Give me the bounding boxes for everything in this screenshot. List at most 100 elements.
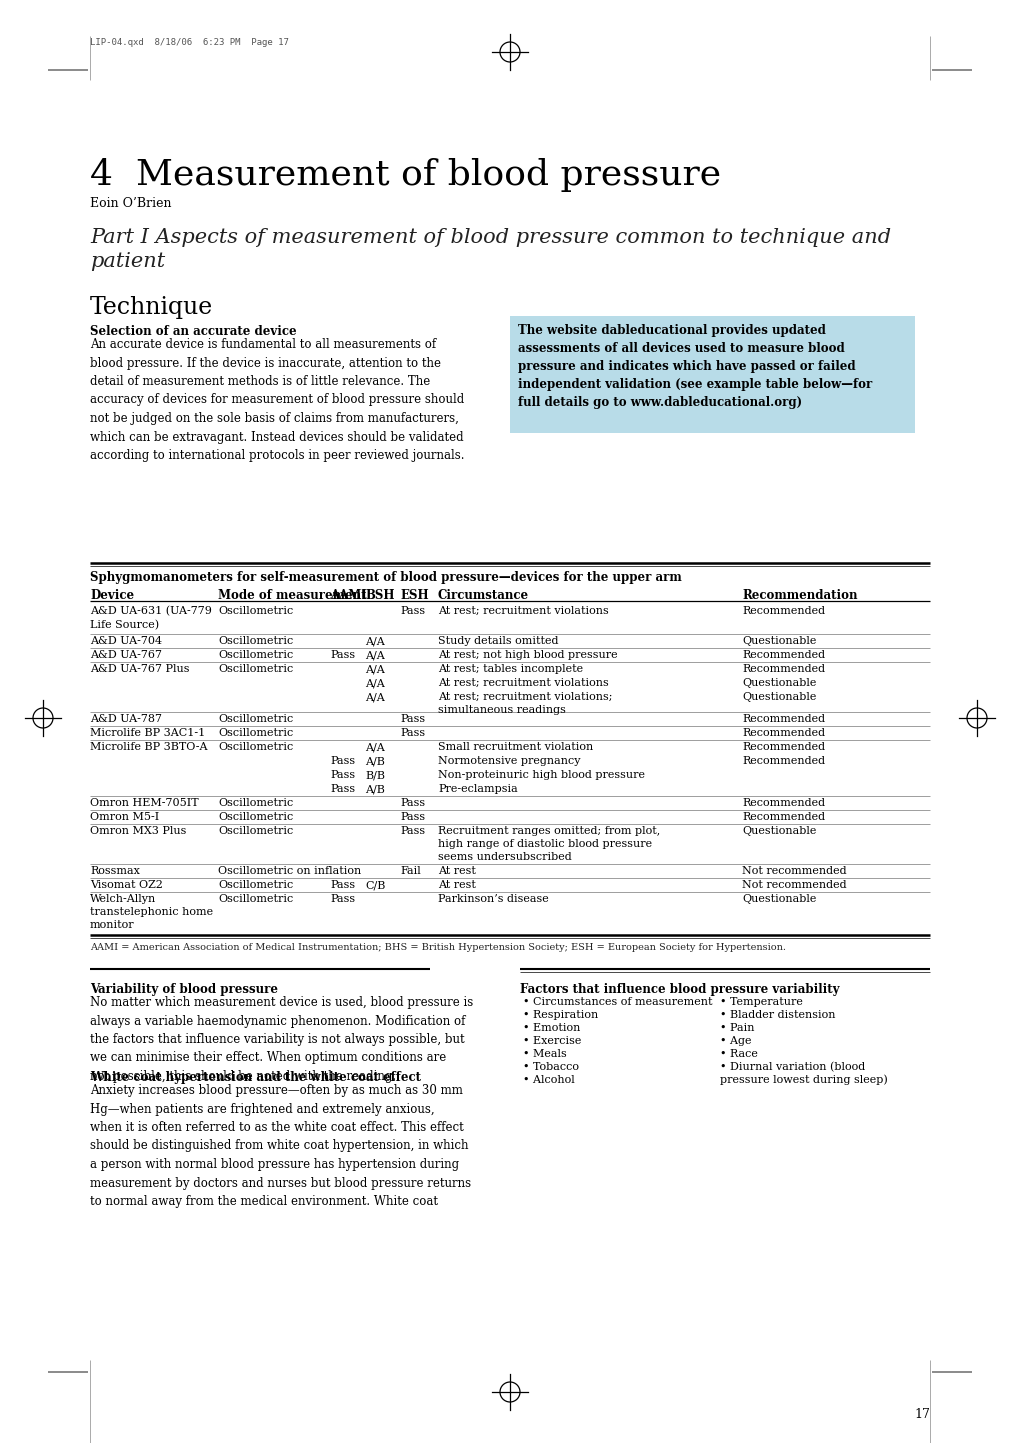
Text: Recruitment ranges omitted; from plot,
high range of diastolic blood pressure
se: Recruitment ranges omitted; from plot, h… [437, 825, 659, 861]
Text: • Respiration: • Respiration [523, 1010, 598, 1020]
Text: Pass: Pass [330, 771, 355, 781]
Text: • Race: • Race [719, 1049, 757, 1059]
Text: Recommended: Recommended [741, 664, 824, 674]
Text: • Exercise: • Exercise [523, 1036, 581, 1046]
Bar [510, 316, 914, 433]
Text: A/A: A/A [365, 664, 384, 674]
Text: Oscillometric: Oscillometric [218, 606, 293, 616]
Text: A/A: A/A [365, 678, 384, 688]
Text: Oscillometric: Oscillometric [218, 742, 293, 752]
Text: At rest; recruitment violations: At rest; recruitment violations [437, 678, 608, 688]
Text: Questionable: Questionable [741, 636, 815, 646]
Text: A&D UA-767: A&D UA-767 [90, 649, 162, 659]
Text: Oscillometric: Oscillometric [218, 649, 293, 659]
Text: A&D UA-787: A&D UA-787 [90, 714, 162, 724]
Text: • Diurnal variation (blood
pressure lowest during sleep): • Diurnal variation (blood pressure lowe… [719, 1062, 887, 1085]
Text: Pass: Pass [330, 895, 355, 903]
Text: • Temperature: • Temperature [719, 997, 802, 1007]
Text: Recommended: Recommended [741, 812, 824, 823]
Text: Pass: Pass [330, 784, 355, 794]
Text: AAMI: AAMI [330, 589, 367, 602]
Text: 4  Measurement of blood pressure: 4 Measurement of blood pressure [90, 157, 720, 192]
Text: Questionable: Questionable [741, 825, 815, 835]
Text: • Age: • Age [719, 1036, 751, 1046]
Text: A/B: A/B [365, 784, 384, 794]
Text: Oscillometric: Oscillometric [218, 895, 293, 903]
Text: Not recommended: Not recommended [741, 866, 846, 876]
Text: At rest; recruitment violations: At rest; recruitment violations [437, 606, 608, 616]
Text: Recommended: Recommended [741, 756, 824, 766]
Text: Mode of measurement: Mode of measurement [218, 589, 366, 602]
Text: Questionable: Questionable [741, 693, 815, 701]
Text: 17: 17 [913, 1408, 929, 1421]
Text: Recommended: Recommended [741, 729, 824, 737]
Text: Pass: Pass [399, 729, 425, 737]
Text: Technique: Technique [90, 296, 213, 319]
Text: White coat hypertension and the white coat effect: White coat hypertension and the white co… [90, 1071, 421, 1084]
Text: Recommended: Recommended [741, 606, 824, 616]
Text: Recommended: Recommended [741, 798, 824, 808]
Text: Variability of blood pressure: Variability of blood pressure [90, 983, 278, 996]
Text: Questionable: Questionable [741, 895, 815, 903]
Text: Pass: Pass [399, 798, 425, 808]
Text: • Tobacco: • Tobacco [523, 1062, 579, 1072]
Text: Pass: Pass [399, 714, 425, 724]
Text: Study details omitted: Study details omitted [437, 636, 558, 646]
Text: Not recommended: Not recommended [741, 880, 846, 890]
Text: Oscillometric: Oscillometric [218, 729, 293, 737]
Text: No matter which measurement device is used, blood pressure is
always a variable : No matter which measurement device is us… [90, 996, 473, 1084]
Text: A/B: A/B [365, 756, 384, 766]
Text: Oscillometric: Oscillometric [218, 714, 293, 724]
Text: Oscillometric: Oscillometric [218, 812, 293, 823]
Text: Anxiety increases blood pressure—often by as much as 30 mm
Hg—when patients are : Anxiety increases blood pressure—often b… [90, 1084, 471, 1208]
Text: • Circumstances of measurement: • Circumstances of measurement [523, 997, 712, 1007]
Text: Fail: Fail [399, 866, 421, 876]
Text: AAMI = American Association of Medical Instrumentation; BHS = British Hypertensi: AAMI = American Association of Medical I… [90, 942, 786, 952]
Text: A&D UA-704: A&D UA-704 [90, 636, 162, 646]
Text: • Meals: • Meals [523, 1049, 567, 1059]
Text: Pass: Pass [330, 756, 355, 766]
Text: Normotensive pregnancy: Normotensive pregnancy [437, 756, 580, 766]
Text: Sphygmomanometers for self-measurement of blood pressure—devices for the upper a: Sphygmomanometers for self-measurement o… [90, 571, 681, 584]
Text: Pre-eclampsia: Pre-eclampsia [437, 784, 518, 794]
Text: C/B: C/B [365, 880, 385, 890]
Text: BSH: BSH [365, 589, 394, 602]
Text: Omron HEM-705IT: Omron HEM-705IT [90, 798, 199, 808]
Text: Non-proteinuric high blood pressure: Non-proteinuric high blood pressure [437, 771, 644, 781]
Text: Small recruitment violation: Small recruitment violation [437, 742, 593, 752]
Text: • Alcohol: • Alcohol [523, 1075, 574, 1085]
Text: A&D UA-767 Plus: A&D UA-767 Plus [90, 664, 190, 674]
Text: Microlife BP 3BTO-A: Microlife BP 3BTO-A [90, 742, 207, 752]
Text: Eoin O’Brien: Eoin O’Brien [90, 198, 171, 211]
Text: Pass: Pass [399, 825, 425, 835]
Text: Questionable: Questionable [741, 678, 815, 688]
Text: Rossmax: Rossmax [90, 866, 140, 876]
Text: Pass: Pass [399, 606, 425, 616]
Text: ESH: ESH [399, 589, 428, 602]
Text: A/A: A/A [365, 636, 384, 646]
Text: Oscillometric: Oscillometric [218, 636, 293, 646]
Text: At rest; not high blood pressure: At rest; not high blood pressure [437, 649, 618, 659]
Text: Pass: Pass [330, 880, 355, 890]
Text: At rest; recruitment violations;
simultaneous readings: At rest; recruitment violations; simulta… [437, 693, 611, 716]
Text: Microlife BP 3AC1-1: Microlife BP 3AC1-1 [90, 729, 205, 737]
Text: B/B: B/B [365, 771, 384, 781]
Text: Pass: Pass [330, 649, 355, 659]
Text: LIP-04.qxd  8/18/06  6:23 PM  Page 17: LIP-04.qxd 8/18/06 6:23 PM Page 17 [90, 38, 288, 48]
Text: Factors that influence blood pressure variability: Factors that influence blood pressure va… [520, 983, 839, 996]
Text: The website dableducational provides updated
assessments of all devices used to : The website dableducational provides upd… [518, 325, 871, 408]
Text: • Emotion: • Emotion [523, 1023, 580, 1033]
Text: A/A: A/A [365, 742, 384, 752]
Text: Part I Aspects of measurement of blood pressure common to technique and
patient: Part I Aspects of measurement of blood p… [90, 228, 891, 271]
Text: Recommendation: Recommendation [741, 589, 857, 602]
Text: An accurate device is fundamental to all measurements of
blood pressure. If the : An accurate device is fundamental to all… [90, 338, 464, 462]
Text: Selection of an accurate device: Selection of an accurate device [90, 325, 297, 338]
Text: A/A: A/A [365, 649, 384, 659]
Text: Recommended: Recommended [741, 714, 824, 724]
Text: A/A: A/A [365, 693, 384, 701]
Text: Omron MX3 Plus: Omron MX3 Plus [90, 825, 186, 835]
Text: • Bladder distension: • Bladder distension [719, 1010, 835, 1020]
Text: Device: Device [90, 589, 133, 602]
Text: Recommended: Recommended [741, 742, 824, 752]
Text: Visomat OZ2: Visomat OZ2 [90, 880, 163, 890]
